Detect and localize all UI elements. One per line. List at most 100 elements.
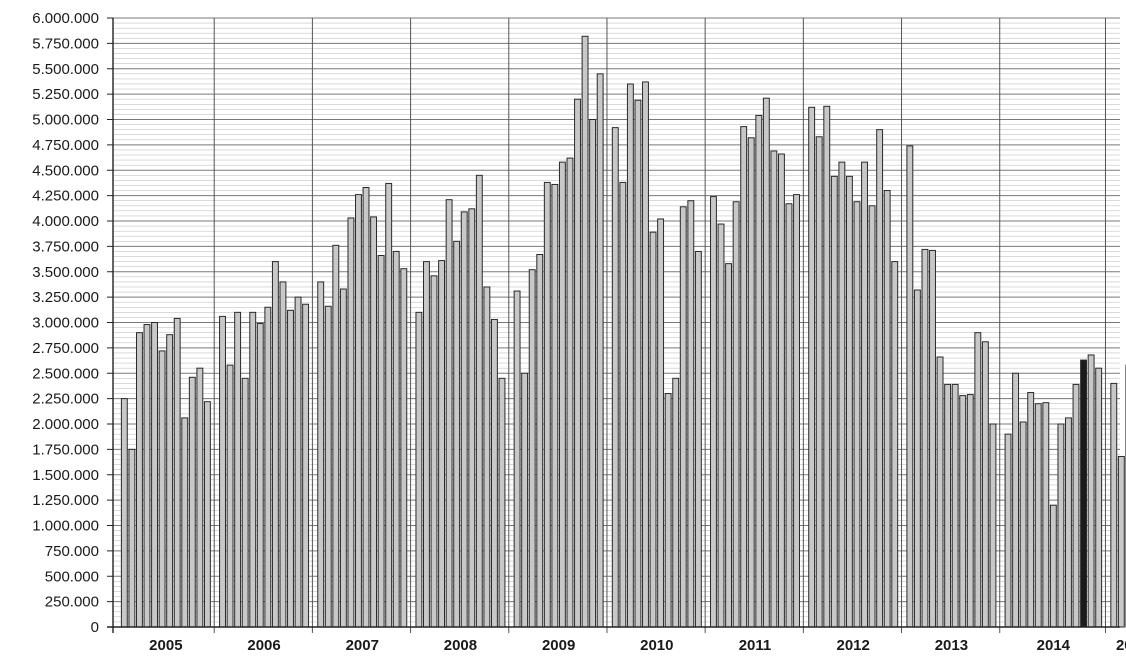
x-tick-label: 2011: [739, 637, 772, 654]
y-tick-label: 250.000: [45, 594, 99, 611]
bar: [204, 402, 210, 627]
bar: [363, 188, 369, 627]
bar: [892, 262, 898, 627]
bar: [1066, 418, 1072, 627]
y-tick-label: 1.250.000: [32, 492, 99, 509]
y-tick-label: 3.750.000: [32, 238, 99, 255]
bar: [937, 357, 943, 627]
bar: [567, 158, 573, 627]
bar: [454, 241, 460, 627]
bar: [794, 195, 800, 627]
bar: [401, 269, 407, 627]
bar: [922, 249, 928, 627]
bar: [967, 395, 973, 627]
bar: [522, 373, 528, 627]
bar: [1050, 505, 1056, 627]
bar: [484, 287, 490, 627]
bar: [990, 424, 996, 627]
bar: [499, 378, 505, 627]
y-tick-label: 4.750.000: [32, 137, 99, 154]
bar: [182, 418, 188, 627]
bar: [658, 219, 664, 627]
bar: [371, 217, 377, 627]
y-tick-label: 2.750.000: [32, 340, 99, 357]
bar: [1035, 404, 1041, 627]
bar: [242, 378, 248, 627]
y-tick-label: 3.500.000: [32, 264, 99, 281]
x-tick-label: 2008: [444, 637, 477, 654]
bar: [152, 323, 158, 628]
bar: [975, 333, 981, 627]
bar: [582, 36, 588, 627]
bar: [1111, 383, 1117, 627]
y-tick-label: 6.000.000: [32, 10, 99, 27]
y-tick-label: 5.750.000: [32, 35, 99, 52]
y-tick-label: 2.250.000: [32, 391, 99, 408]
y-tick-label: 3.250.000: [32, 289, 99, 306]
x-tick-label: 2009: [542, 637, 575, 654]
bar: [529, 270, 535, 627]
bar: [854, 202, 860, 627]
bar: [416, 312, 422, 627]
bar: [673, 378, 679, 627]
bar: [726, 264, 732, 627]
y-tick-label: 1.750.000: [32, 441, 99, 458]
bar: [167, 335, 173, 627]
bar: [446, 200, 452, 627]
bar: [756, 115, 762, 627]
bar: [627, 84, 633, 627]
x-tick-label: 2006: [247, 637, 280, 654]
bar: [197, 368, 203, 627]
x-tick-label: 2007: [346, 637, 379, 654]
bar: [318, 282, 324, 627]
bar: [348, 218, 354, 627]
bar: [280, 282, 286, 627]
bar: [288, 310, 294, 627]
bar: [476, 175, 482, 627]
bar: [695, 251, 701, 627]
bar: [250, 312, 256, 627]
bar: [635, 100, 641, 627]
bar: [257, 324, 263, 627]
bar: [303, 304, 309, 627]
bar: [1043, 403, 1049, 627]
bar: [869, 206, 875, 627]
bar: [877, 130, 883, 627]
bar: [431, 276, 437, 627]
bar: [930, 250, 936, 627]
bar: [612, 128, 618, 627]
bar: [741, 127, 747, 627]
bar: [778, 154, 784, 627]
bar: [786, 204, 792, 627]
bar: [174, 318, 180, 627]
bar: [809, 107, 815, 627]
x-tick-label: 2013: [935, 637, 968, 654]
bar: [1073, 384, 1079, 627]
bar: [1028, 393, 1034, 627]
bar: [189, 377, 195, 627]
bar: [839, 162, 845, 627]
bar: [884, 191, 890, 627]
bar: [333, 245, 339, 627]
y-tick-label: 0: [91, 619, 99, 636]
bar: [439, 261, 445, 627]
bar: [121, 399, 127, 627]
bar: [733, 202, 739, 627]
bar: [816, 137, 822, 627]
bar: [952, 384, 958, 627]
y-tick-label: 3.000.000: [32, 315, 99, 332]
y-tick-label: 4.250.000: [32, 188, 99, 205]
x-tick-label: 2005: [149, 637, 182, 654]
bar: [620, 182, 626, 627]
bar: [1005, 434, 1011, 627]
bar: [862, 162, 868, 627]
bar: [680, 207, 686, 627]
bar: [491, 319, 497, 627]
bar: [1118, 456, 1124, 627]
bar: [575, 99, 581, 627]
bar: [272, 262, 278, 627]
bar: [469, 209, 475, 627]
x-tick-label: 2015: [1116, 637, 1126, 654]
